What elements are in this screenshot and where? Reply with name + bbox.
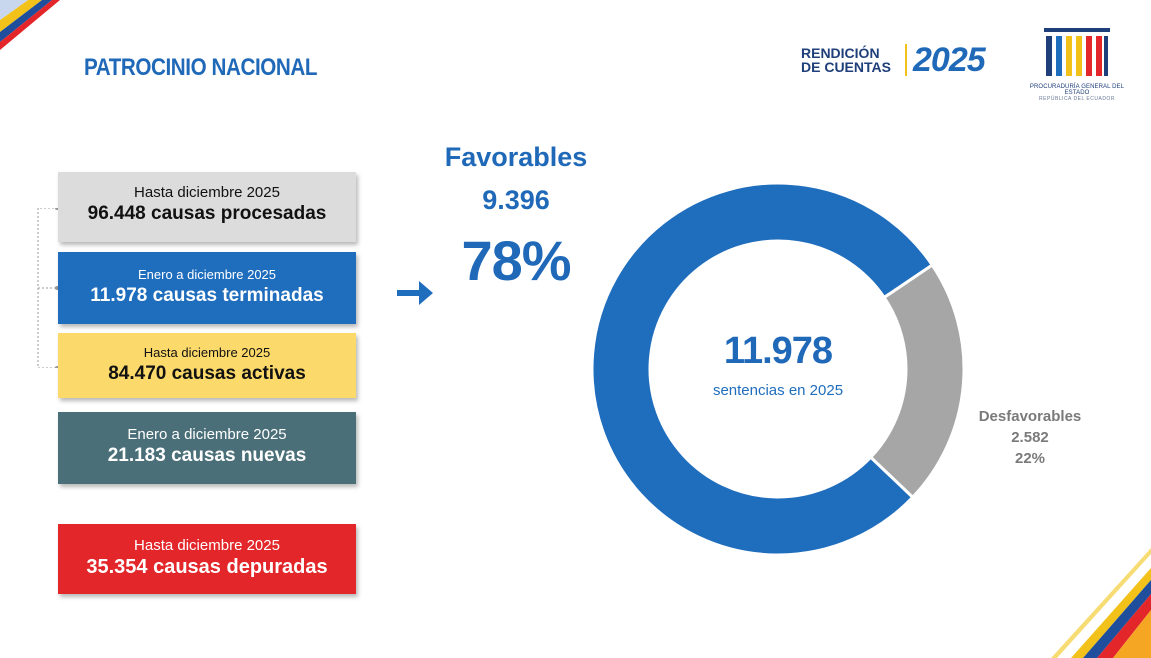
- stat-box-nuevas: Enero a diciembre 2025 21.183 causas nue…: [58, 412, 356, 484]
- stat-period: Enero a diciembre 2025: [127, 426, 287, 443]
- favorables-label: Favorables: [444, 142, 588, 172]
- institution-subtitle: REPÚBLICA DEL ECUADOR: [1039, 96, 1115, 102]
- stat-box-terminadas: Enero a diciembre 2025 11.978 causas ter…: [58, 252, 356, 324]
- logo-words: RENDICIÓN DE CUENTAS: [801, 45, 891, 75]
- flag-stripes-top-left-icon: [0, 0, 60, 50]
- page-title: PATROCINIO NACIONAL: [84, 54, 318, 81]
- stat-period: Enero a diciembre 2025: [137, 267, 277, 282]
- favorables-percent: 78%: [461, 229, 571, 292]
- stat-headline: 84.470 causas activas: [108, 363, 306, 384]
- desfavorables-percent: 22%: [1014, 450, 1046, 467]
- stat-period: Hasta diciembre 2025: [143, 345, 271, 360]
- logo-divider: [905, 44, 907, 76]
- donut-center-value: 11.978: [723, 330, 833, 372]
- stat-box-depuradas: Hasta diciembre 2025 35.354 causas depur…: [58, 524, 356, 594]
- stat-period: Hasta diciembre 2025: [134, 184, 280, 201]
- donut-center-caption: sentencias en 2025: [712, 382, 844, 399]
- stat-period: Hasta diciembre 2025: [134, 537, 280, 554]
- columns-emblem-icon: [1044, 28, 1110, 76]
- stat-box-procesadas: Hasta diciembre 2025 96.448 causas proce…: [58, 172, 356, 242]
- donut-chart: [592, 183, 964, 555]
- favorables-value: 9.396: [482, 185, 550, 215]
- rendicion-de-cuentas-logo: RENDICIÓN DE CUENTAS 2025: [801, 40, 1013, 82]
- stat-box-activas: Hasta diciembre 2025 84.470 causas activ…: [58, 333, 356, 398]
- stat-headline: 96.448 causas procesadas: [87, 203, 327, 224]
- desfavorables-label-group: Desfavorables 2.582 22%: [960, 406, 1100, 469]
- stat-headline: 35.354 causas depuradas: [86, 556, 328, 578]
- flag-stripes-bottom-right-icon: [1051, 548, 1151, 658]
- logo-year: 2025: [913, 41, 986, 79]
- stat-headline: 21.183 causas nuevas: [107, 445, 307, 466]
- institution-name: PROCURADURÍA GENERAL DEL ESTADO: [1029, 84, 1125, 96]
- donut-slice-favorables: [592, 183, 935, 555]
- stat-headline: 11.978 causas terminadas: [90, 285, 324, 306]
- procuraduria-logo: PROCURADURÍA GENERAL DEL ESTADO REPÚBLIC…: [1024, 22, 1130, 108]
- arrow-right-icon: [397, 281, 433, 305]
- desfavorables-label: Desfavorables: [978, 408, 1082, 425]
- box-connector: [37, 208, 58, 368]
- desfavorables-value: 2.582: [1011, 429, 1049, 446]
